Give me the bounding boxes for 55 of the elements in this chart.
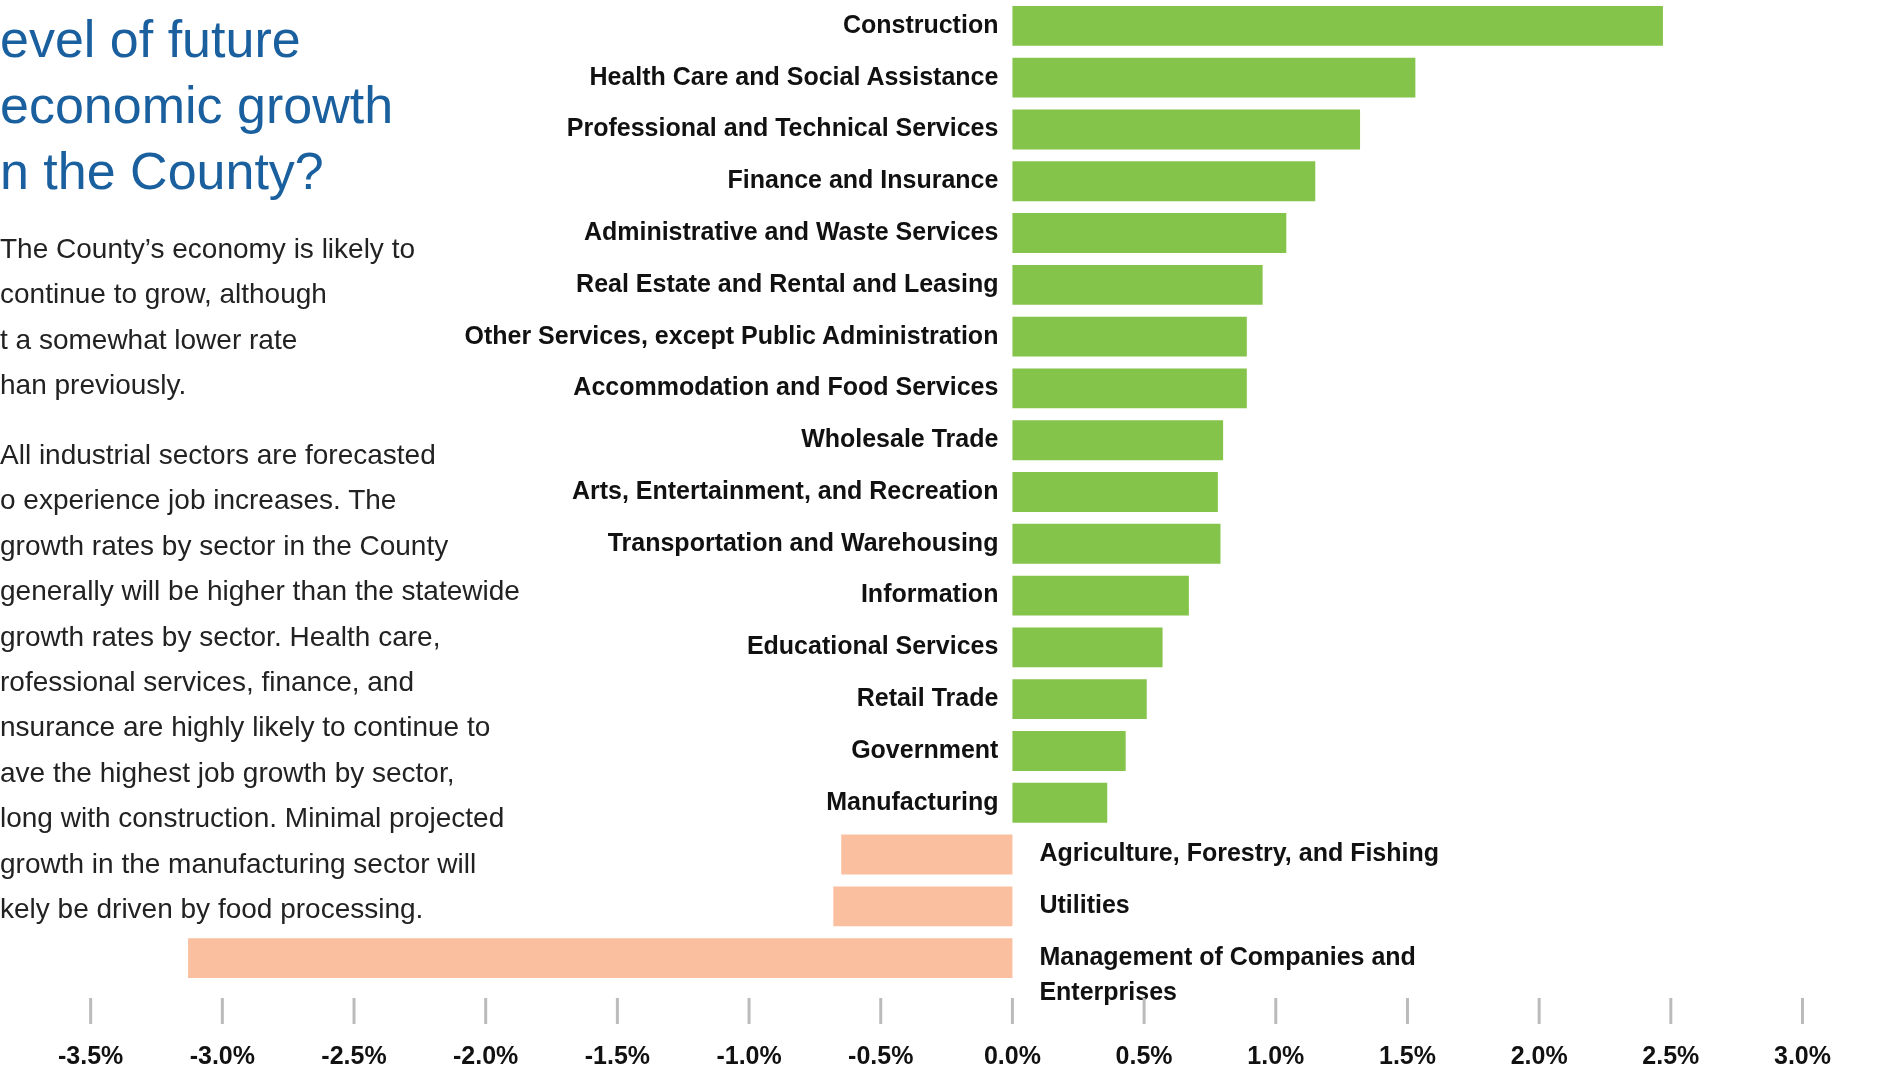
y-tick-label: Government	[851, 734, 1000, 763]
x-tick-label: -1.5%	[584, 1040, 651, 1068]
x-tick-label: -2.0%	[453, 1040, 519, 1068]
bar	[1012, 57, 1416, 98]
bar	[1012, 523, 1221, 564]
bar	[1012, 368, 1247, 409]
y-tick-label: Management of Companies and Enterprises	[1039, 942, 1416, 1005]
bar	[1012, 782, 1108, 823]
bar	[1012, 627, 1163, 668]
y-tick-label: Arts, Entertainment, and Recreation	[571, 475, 999, 504]
x-tick-label: 2.0%	[1510, 1040, 1568, 1068]
bar	[1012, 109, 1361, 150]
bar	[1012, 472, 1218, 512]
y-tick-label: Wholesale Trade	[801, 424, 999, 453]
text: evel of future economic growth n the County?	[0, 9, 394, 202]
bar	[1012, 161, 1316, 202]
x-tick-label: -2.5%	[321, 1040, 387, 1068]
bar	[188, 938, 1013, 979]
x-tick-label: 1.0%	[1247, 1040, 1305, 1068]
y-tick-label: Accommodation and Food Services	[573, 372, 999, 401]
x-tick-label: -3.0%	[189, 1040, 255, 1068]
bar	[1012, 316, 1247, 357]
y-tick-label: Manufacturing	[826, 786, 999, 815]
y-tick-label: Construction	[842, 9, 999, 38]
y-tick-label: Educational Services	[746, 631, 999, 660]
bar	[1012, 731, 1126, 771]
y-tick-label: Finance and Insurance	[727, 165, 999, 194]
y-tick-label: Agriculture, Forestry, and Fishing	[1039, 838, 1440, 867]
y-tick-label: Other Services, except Public Administration	[464, 320, 999, 349]
bar	[1012, 420, 1224, 461]
x-tick-label: -1.0%	[716, 1040, 782, 1068]
bar	[1012, 5, 1663, 46]
y-tick-label: Professional and Technical Services	[566, 113, 999, 142]
x-tick-label: 3.0%	[1774, 1040, 1831, 1068]
x-tick-label: -3.5%	[58, 1040, 124, 1068]
annotation: The County’s economy is likely to continue to grow, although t a somewhat lower rate han previously.	[0, 232, 415, 403]
y-tick-label: Utilities	[1039, 890, 1130, 919]
y-tick-label: Administrative and Waste Services	[583, 216, 999, 245]
y-tick-label: Real Estate and Rental and Leasing	[576, 268, 999, 297]
bar	[1012, 213, 1287, 253]
text: All industrial sectors are forecasted o experience job increases. The growth rates by sector in the County generally will be higher than the statewide growth rates by sector. Health care, rofessional services, finance, and nsurance are highly likely to continue to ave the highest job growth by sector, long with construction. Minimal projected growth in the manufacturing sector will kely be driven by food processing.	[0, 439, 520, 925]
bar	[833, 886, 1013, 927]
y-tick-label: Transportation and Warehousing	[607, 527, 999, 556]
bar	[1012, 679, 1147, 720]
bar	[1012, 575, 1189, 616]
bar	[841, 834, 1013, 875]
y-tick-label: Information	[860, 579, 999, 608]
bar	[1012, 264, 1263, 305]
x-tick-label: 0.0%	[983, 1040, 1041, 1068]
x-tick-label: -0.5%	[848, 1040, 914, 1068]
x-tick-label: 0.5%	[1115, 1040, 1173, 1068]
y-tick-label: Retail Trade	[856, 683, 999, 712]
x-tick-label: 1.5%	[1378, 1040, 1436, 1068]
x-tick-label: 2.5%	[1642, 1040, 1700, 1068]
y-tick-label: Health Care and Social Assistance	[589, 61, 999, 90]
